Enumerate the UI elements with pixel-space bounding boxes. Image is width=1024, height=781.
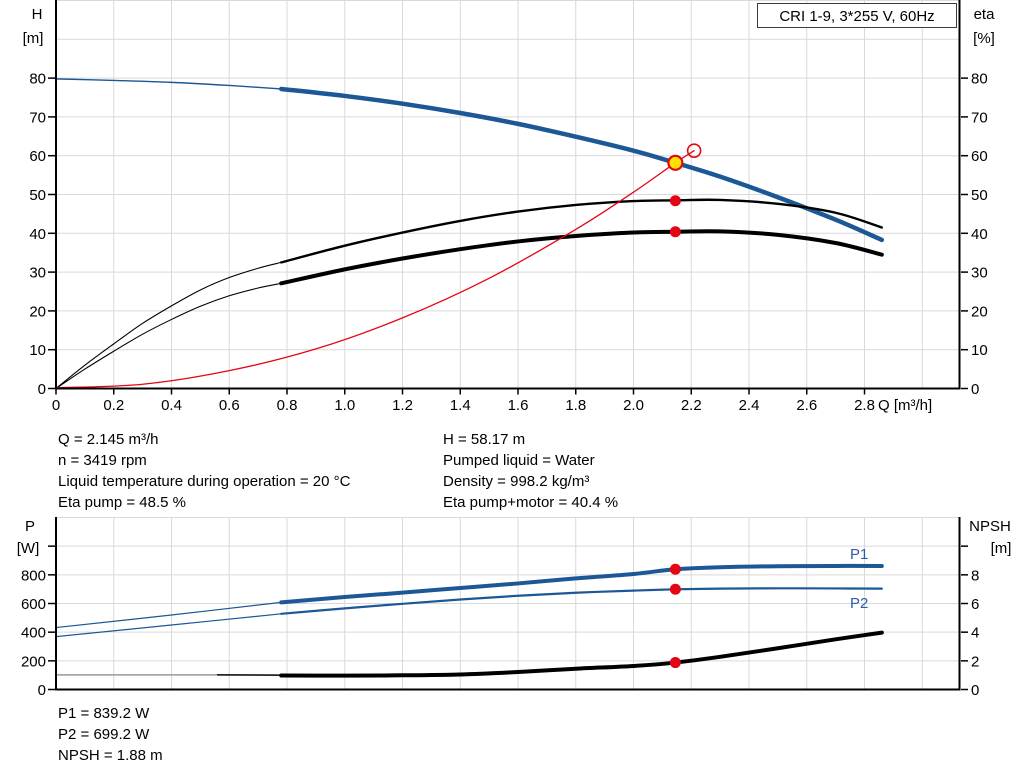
pump-title: CRI 1-9, 3*255 V, 60Hz bbox=[779, 8, 934, 25]
curve-pump-curve-thin bbox=[55, 78, 282, 90]
hq-eta-chart: 0 10 20 30 40 50 60 70 80 0 10 20 30 40 50 60 70 80 0 0.2 0.… bbox=[23, 0, 996, 414]
x-tick-label: 0.4 bbox=[161, 397, 182, 414]
right-tick-label: 40 bbox=[971, 226, 988, 243]
info-q: Q = 2.145 m³/h bbox=[58, 431, 158, 448]
eta-axis-label: eta bbox=[974, 6, 996, 23]
info-n: n = 3419 rpm bbox=[58, 452, 147, 469]
curve-eta-pump bbox=[280, 198, 884, 264]
info-density: Density = 998.2 kg/m³ bbox=[443, 473, 589, 490]
x-tick-label: 1.8 bbox=[565, 397, 586, 414]
x-tick-label: 2.4 bbox=[739, 397, 760, 414]
left-tick-label: 80 bbox=[29, 71, 46, 88]
right-tick-label: 20 bbox=[971, 303, 988, 320]
left-tick-label: 30 bbox=[29, 265, 46, 282]
right-tick-label: 10 bbox=[971, 342, 988, 359]
curve-pump-curve bbox=[278, 86, 885, 243]
x-tick-label: 2.8 bbox=[854, 397, 875, 414]
info-liquid-temp: Liquid temperature during operation = 20… bbox=[58, 473, 351, 490]
right-tick-label: 4 bbox=[971, 625, 979, 642]
curve-eta-pump-motor-thin bbox=[55, 282, 282, 390]
x-tick-label: 2.0 bbox=[623, 397, 644, 414]
info-eta-pump-motor: Eta pump+motor = 40.4 % bbox=[443, 494, 618, 511]
x-tick-label: 2.2 bbox=[681, 397, 702, 414]
left-tick-label: 20 bbox=[29, 303, 46, 320]
h-axis-label: H bbox=[32, 6, 43, 23]
duty-info-block: Q = 2.145 m³/h n = 3419 rpm Liquid tempe… bbox=[58, 431, 618, 511]
x-tick-label: 1.4 bbox=[450, 397, 471, 414]
npsh-point-marker bbox=[669, 657, 681, 669]
x-tick-label: 0 bbox=[52, 397, 60, 414]
eta-axis-unit: [%] bbox=[973, 30, 995, 47]
x-tick-label: 0.6 bbox=[219, 397, 240, 414]
curve-system-curve bbox=[55, 150, 695, 389]
left-tick-label: 10 bbox=[29, 342, 46, 359]
info-h: H = 58.17 m bbox=[443, 431, 525, 448]
x-tick-label: 1.2 bbox=[392, 397, 413, 414]
p2-point-marker bbox=[669, 583, 681, 595]
pump-title-box bbox=[757, 3, 957, 28]
curve-eta-pump-thin bbox=[55, 261, 282, 390]
q-axis-label: Q [m³/h] bbox=[878, 397, 932, 414]
right-tick-label: 80 bbox=[971, 71, 988, 88]
info-p1: P1 = 839.2 W bbox=[58, 705, 150, 722]
x-tick-label: 0.2 bbox=[103, 397, 124, 414]
x-tick-label: 1.6 bbox=[508, 397, 529, 414]
eta-pump-motor-point-marker bbox=[669, 226, 681, 238]
h-axis-unit: [m] bbox=[23, 30, 44, 47]
info-pumped-liquid: Pumped liquid = Water bbox=[443, 452, 595, 469]
duty-point-marker[interactable] bbox=[667, 154, 684, 171]
p-axis-unit: [W] bbox=[17, 540, 40, 557]
right-tick-label: 70 bbox=[971, 109, 988, 126]
left-tick-label: 800 bbox=[21, 567, 46, 584]
left-tick-label: 0 bbox=[38, 381, 46, 398]
p1-curve-label: P1 bbox=[850, 546, 868, 563]
left-tick-label: 600 bbox=[21, 596, 46, 613]
p1-point-marker bbox=[669, 563, 681, 575]
curve-p2-curve bbox=[280, 587, 883, 615]
right-tick-label: 0 bbox=[971, 682, 979, 699]
npsh-axis-label: NPSH bbox=[969, 518, 1011, 535]
right-tick-label: 2 bbox=[971, 653, 979, 670]
power-info-block: P1 = 839.2 W P2 = 699.2 W NPSH = 1.88 m bbox=[58, 705, 163, 764]
left-tick-label: 60 bbox=[29, 148, 46, 165]
npsh-axis-unit: [m] bbox=[991, 540, 1012, 557]
left-tick-label: 0 bbox=[38, 682, 46, 699]
info-eta-pump: Eta pump = 48.5 % bbox=[58, 494, 186, 511]
right-tick-label: 0 bbox=[971, 381, 979, 398]
p-axis-label: P bbox=[25, 518, 35, 535]
curve-p2-curve-thin bbox=[55, 613, 282, 638]
eta-pump-point-marker bbox=[669, 195, 681, 207]
x-tick-label: 0.8 bbox=[277, 397, 298, 414]
power-npsh-chart: 0 200 400 600 800 0 2 4 6 8 P [W] NPSH [m] P1 P2 bbox=[17, 517, 1012, 699]
right-tick-label: 8 bbox=[971, 567, 979, 584]
left-tick-label: 50 bbox=[29, 187, 46, 204]
left-tick-label: 200 bbox=[21, 653, 46, 670]
right-tick-label: 60 bbox=[971, 148, 988, 165]
right-tick-label: 6 bbox=[971, 596, 979, 613]
left-tick-label: 400 bbox=[21, 625, 46, 642]
curve-npsh-curve bbox=[279, 630, 884, 678]
requested-duty-point-marker bbox=[686, 143, 702, 158]
curve-p1-curve-thin bbox=[55, 601, 282, 629]
info-npsh: NPSH = 1.88 m bbox=[58, 747, 163, 764]
left-tick-label: 40 bbox=[29, 226, 46, 243]
x-tick-label: 2.6 bbox=[796, 397, 817, 414]
x-tick-label: 1.0 bbox=[334, 397, 355, 414]
right-tick-label: 30 bbox=[971, 265, 988, 282]
right-tick-label: 50 bbox=[971, 187, 988, 204]
info-p2: P2 = 699.2 W bbox=[58, 726, 150, 743]
curve-eta-pump-motor bbox=[279, 229, 884, 286]
p2-curve-label: P2 bbox=[850, 595, 868, 612]
curve-p1-curve bbox=[279, 563, 884, 605]
left-tick-label: 70 bbox=[29, 109, 46, 126]
